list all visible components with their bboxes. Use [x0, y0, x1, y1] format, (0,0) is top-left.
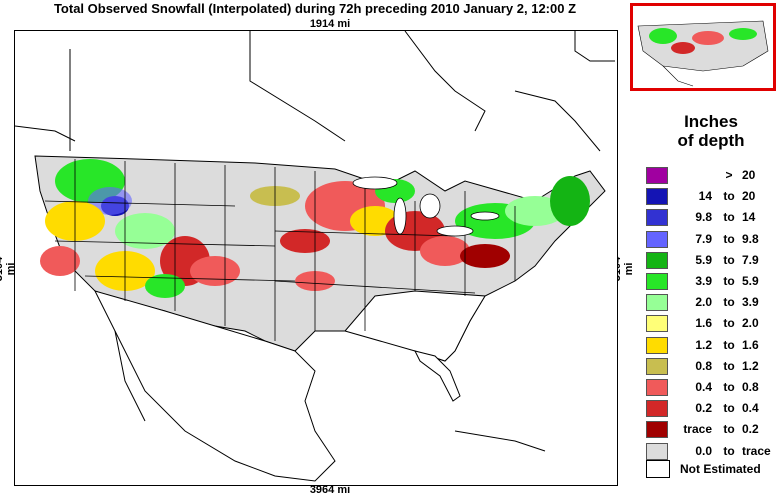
legend-item: 0.0 to trace: [646, 442, 776, 460]
legend-title-line2: of depth: [677, 131, 745, 150]
cuba-outline: [454, 430, 546, 452]
map-width-top-label: 1914 mi: [309, 18, 351, 30]
legend-range-separator: to: [723, 316, 735, 331]
snowfall-map[interactable]: [14, 30, 618, 486]
legend-swatch: [646, 167, 668, 184]
legend-swatch: [646, 251, 668, 269]
legend-swatch: [646, 315, 668, 333]
snowfall-map-graphic: [15, 31, 615, 482]
map-title: Total Observed Snowfall (Interpolated) d…: [53, 1, 577, 16]
legend-item: 3.9 to 5.9: [646, 272, 776, 290]
legend-range-high: 20: [742, 189, 756, 204]
legend-title-line1: Inches: [684, 112, 738, 131]
legend-range-separator: to: [723, 295, 735, 310]
legend-swatch: [646, 421, 668, 439]
legend-range-separator: to: [723, 189, 735, 204]
legend-range-low: 0.4: [695, 380, 712, 394]
legend-range-separator: >: [725, 168, 733, 182]
legend-range-high: trace: [742, 443, 771, 458]
legend-range-low: 1.2: [695, 337, 712, 352]
legend-swatch: [646, 273, 668, 290]
great-lakes: [352, 176, 500, 237]
legend-item: trace to 0.2: [646, 420, 776, 439]
legend-range-separator: to: [723, 380, 735, 394]
legend-range-separator: to: [723, 422, 735, 437]
legend-range-high: 3.9: [742, 295, 759, 310]
legend-range-low: 3.9: [695, 274, 712, 288]
legend-swatch: [646, 188, 668, 206]
legend-item: 9.8 to 14: [646, 208, 776, 227]
legend-range-low: 14: [698, 189, 712, 204]
legend-range-high: 1.6: [742, 337, 759, 352]
legend-item: 2.0 to 3.9: [646, 293, 776, 312]
legend-range-separator: to: [723, 252, 735, 267]
legend-range-low: 5.9: [695, 252, 712, 267]
legend-item: 0.2 to 0.4: [646, 399, 776, 418]
legend-swatch: [646, 400, 668, 418]
legend-swatch: [646, 230, 668, 248]
legend-range-separator: to: [723, 231, 735, 246]
state-borders: [44, 159, 516, 341]
map-width-bottom-label: 3964 mi: [309, 484, 351, 496]
legend-range-high: 2.0: [742, 316, 759, 331]
legend-range-separator: to: [723, 358, 735, 373]
florida: [414, 350, 461, 402]
legend-swatch: [646, 357, 668, 375]
legend-range-high: 7.9: [742, 252, 759, 267]
legend-range-separator: to: [723, 443, 735, 458]
legend-swatch: [646, 336, 668, 354]
legend-range-low: 2.0: [695, 295, 712, 310]
legend-item: 7.9 to 9.8: [646, 230, 776, 248]
legend-range-high: 0.4: [742, 401, 759, 416]
legend-range-low: 1.6: [695, 316, 712, 331]
legend-swatch: [646, 379, 668, 396]
legend-item: 0.4 to 0.8: [646, 378, 776, 396]
legend-range-separator: to: [723, 274, 735, 288]
legend-range-high: 0.2: [742, 422, 759, 437]
legend-range-separator: to: [723, 210, 735, 225]
legend-item: 14 to 20: [646, 187, 776, 206]
legend-range-high: 0.8: [742, 380, 759, 394]
not-estimated-swatch: [646, 460, 670, 478]
legend-range-low: 7.9: [695, 231, 712, 246]
legend-item: 5.9 to 7.9: [646, 251, 776, 269]
not-estimated-label: Not Estimated: [680, 462, 761, 476]
legend-range-high: 14: [742, 210, 756, 225]
inset-map-graphic: [637, 20, 769, 87]
legend-range-low: trace: [683, 422, 712, 437]
legend-item: 1.2 to 1.6: [646, 336, 776, 354]
overview-inset-map[interactable]: [630, 3, 776, 91]
legend-range-high: 1.2: [742, 358, 759, 373]
legend-range-separator: to: [723, 337, 735, 352]
canada-borders: [15, 31, 615, 152]
legend-item: 1.6 to 2.0: [646, 314, 776, 333]
snow-patches: [40, 159, 590, 298]
baja-coast: [114, 330, 146, 422]
legend-range-high: 5.9: [742, 274, 759, 288]
legend-range-high: 9.8: [742, 231, 759, 246]
mexico-outline: [94, 290, 336, 482]
legend-range-low: 0.0: [695, 443, 712, 458]
legend-swatch: [646, 442, 668, 460]
legend-range-high: 20: [742, 168, 756, 182]
legend-title: Inches of depth: [656, 112, 766, 150]
legend-range-separator: to: [723, 401, 735, 416]
legend-swatch: [646, 294, 668, 312]
not-estimated-legend-item: Not Estimated: [646, 458, 776, 480]
legend-range-low: 9.8: [695, 210, 712, 225]
legend-swatch: [646, 209, 668, 227]
legend-item: >20: [646, 166, 776, 184]
legend-range-low: 0.8: [695, 358, 712, 373]
legend-range-low: 0.2: [695, 401, 712, 416]
legend-item: 0.8 to 1.2: [646, 357, 776, 375]
